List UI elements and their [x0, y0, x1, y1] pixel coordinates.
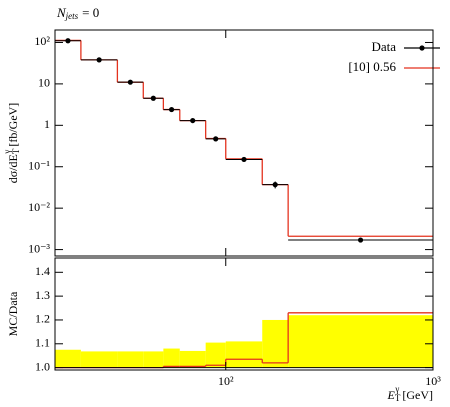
plot-frame	[54, 257, 434, 371]
uncertainty-band	[205, 342, 226, 368]
data-point	[213, 136, 219, 142]
data-point	[168, 106, 175, 113]
ratio-y-label: MC/Data	[6, 291, 20, 336]
legend-label: [10] 0.56	[348, 59, 396, 74]
x-axis-label: ETγ [GeV]	[387, 384, 433, 403]
data-point	[272, 182, 278, 188]
y-axis-label: dσ/dETγ [fb/GeV]	[2, 103, 21, 184]
y-tick-label: 10	[38, 76, 50, 90]
data-point	[96, 57, 102, 63]
y-tick-label: 10⁻³	[28, 241, 50, 255]
y-tick-label: 1.3	[35, 288, 50, 302]
y-tick-label: 1	[44, 117, 50, 131]
uncertainty-band	[179, 350, 206, 368]
uncertainty-band	[80, 351, 118, 368]
x-tick-label: 10²	[218, 374, 234, 388]
uncertainty-band	[143, 351, 164, 368]
uncertainty-band	[117, 351, 144, 368]
data-point	[150, 95, 156, 101]
y-tick-label: 10²	[34, 34, 50, 48]
legend-label: Data	[371, 39, 396, 54]
y-tick-label: 1.1	[35, 336, 50, 350]
uncertainty-band	[225, 341, 263, 368]
legend-marker	[419, 45, 425, 51]
data-point	[65, 38, 71, 44]
y-tick-label: 1.0	[35, 359, 50, 373]
data-point	[190, 117, 196, 124]
y-tick-label: 10⁻²	[28, 200, 50, 214]
uncertainty-band	[163, 348, 180, 368]
panel-title: Njets = 0	[56, 5, 99, 21]
y-tick-label: 10⁻¹	[28, 158, 50, 172]
y-tick-label: 1.2	[35, 312, 50, 326]
uncertainty-band	[55, 349, 81, 368]
uncertainty-band	[288, 315, 433, 368]
data-point	[357, 237, 364, 243]
y-tick-label: 1.4	[35, 264, 50, 278]
uncertainty-band	[262, 319, 289, 368]
plot-frame	[54, 29, 434, 257]
x-tick-label: 10³	[425, 374, 441, 388]
data-point	[241, 156, 247, 163]
data-point	[127, 79, 133, 85]
